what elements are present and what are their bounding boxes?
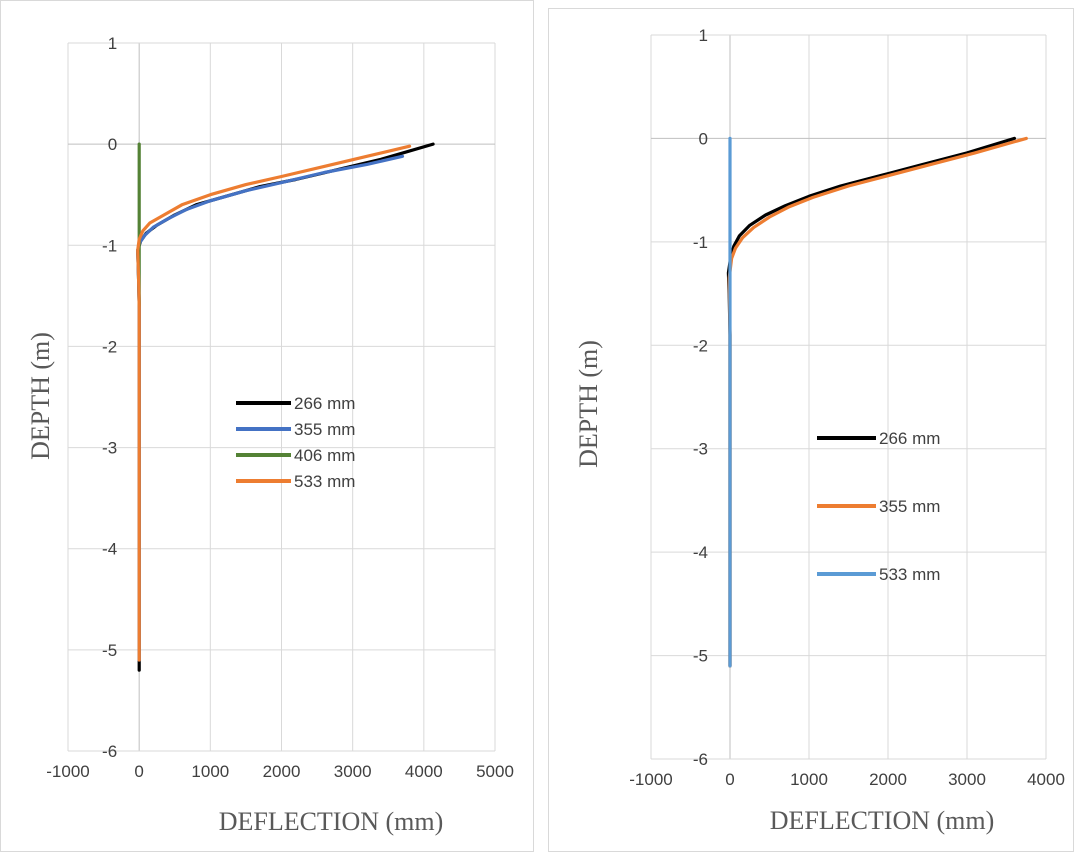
series-line-266-mm — [136, 142, 435, 672]
x-tick-label: 0 — [725, 770, 734, 789]
y-tick-label: -3 — [693, 440, 708, 459]
y-tick-label: 0 — [699, 129, 708, 148]
chart-right-svg: -1000 0 1000 2000 3000 4000 1 0 -1 -2 -3 -4 -5 -6 266 … — [574, 26, 1065, 835]
legend-label: 533 mm — [879, 565, 940, 584]
y-tick-label: 0 — [108, 135, 117, 154]
x-tick-label: 4000 — [1027, 770, 1065, 789]
x-tick-label: -1000 — [46, 762, 89, 781]
legend-label: 355 mm — [294, 420, 355, 439]
y-tick-label: -2 — [102, 337, 117, 356]
series-line-355-mm — [727, 136, 1028, 668]
x-tick-label: 2000 — [869, 770, 907, 789]
legend-label: 266 mm — [879, 429, 940, 448]
y-tick-label: -6 — [693, 750, 708, 769]
y-tick-label: -2 — [693, 336, 708, 355]
x-tick-label: 4000 — [405, 762, 443, 781]
x-tick-label: 3000 — [948, 770, 986, 789]
legend-label: 355 mm — [879, 497, 940, 516]
chart-left: -1000 0 1000 2000 3000 4000 5000 1 0 -1 -2 -3 -4 -5 -6… — [0, 0, 534, 852]
legend-label: 406 mm — [294, 446, 355, 465]
y-tick-label: -3 — [102, 439, 117, 458]
series-line-355-mm — [136, 154, 405, 662]
x-tick-label: 1000 — [191, 762, 229, 781]
series-line-533-mm — [136, 144, 412, 662]
y-axis-title: DEPTH (m) — [574, 340, 603, 468]
chart-left-svg: -1000 0 1000 2000 3000 4000 5000 1 0 -1 -2 -3 -4 -5 -6… — [26, 34, 514, 836]
x-tick-label: 5000 — [476, 762, 514, 781]
y-tick-label: -5 — [693, 647, 708, 666]
legend-label: 533 mm — [294, 472, 355, 491]
y-tick-label: 1 — [108, 34, 117, 53]
y-tick-label: -1 — [102, 236, 117, 255]
chart-right: -1000 0 1000 2000 3000 4000 1 0 -1 -2 -3 -4 -5 -6 266 … — [548, 8, 1074, 852]
x-tick-label: 2000 — [263, 762, 301, 781]
x-axis-title: DEFLECTION (mm) — [219, 807, 444, 836]
x-tick-label: 0 — [134, 762, 143, 781]
x-axis-title: DEFLECTION (mm) — [770, 806, 995, 835]
x-tick-label: 3000 — [334, 762, 372, 781]
y-tick-label: -4 — [693, 543, 708, 562]
y-tick-label: -1 — [693, 233, 708, 252]
y-tick-label: -5 — [102, 641, 117, 660]
y-tick-label: -6 — [102, 742, 117, 761]
y-axis-title: DEPTH (m) — [26, 332, 55, 460]
y-tick-label: -4 — [102, 540, 117, 559]
y-tick-label: 1 — [699, 26, 708, 45]
x-tick-label: -1000 — [629, 770, 672, 789]
legend-label: 266 mm — [294, 394, 355, 413]
x-tick-label: 1000 — [790, 770, 828, 789]
